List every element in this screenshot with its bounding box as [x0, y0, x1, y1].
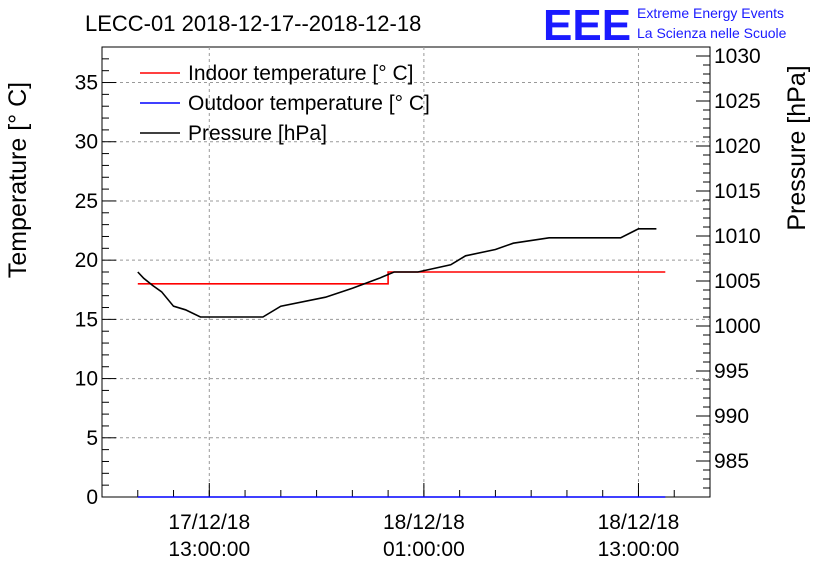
y-axis-title: Temperature [° C] — [4, 82, 32, 278]
y-tick-label: 35 — [75, 72, 98, 95]
x-tick-time-label: 13:00:00 — [168, 538, 250, 561]
logo-line-2: La Scienza nelle Scuole — [637, 25, 787, 41]
logo-mark: EEE — [543, 1, 631, 50]
chart-title: LECC-01 2018-12-17--2018-12-18 — [85, 11, 421, 36]
y2-tick-label: 990 — [714, 405, 749, 428]
series-line — [137, 228, 657, 318]
series-line — [137, 271, 666, 285]
x-tick-date-label: 17/12/18 — [168, 511, 250, 534]
y-tick-label: 30 — [75, 131, 98, 154]
y2-tick-label: 1005 — [714, 270, 761, 293]
x-tick-date-label: 18/12/18 — [383, 511, 465, 534]
y2-tick-label: 1030 — [714, 45, 761, 68]
y2-tick-label: 1015 — [714, 180, 761, 203]
series-group — [137, 228, 666, 498]
x-tick-date-label: 18/12/18 — [598, 511, 680, 534]
y2-axis-title: Pressure [hPa] — [783, 65, 811, 230]
y2-tick-label: 1025 — [714, 90, 761, 113]
logo-line-1: Extreme Energy Events — [637, 5, 784, 21]
legend-label: Outdoor temperature [° C] — [188, 92, 430, 115]
y-tick-label: 15 — [75, 308, 98, 331]
x-tick-time-label: 13:00:00 — [598, 538, 680, 561]
y-tick-label: 10 — [75, 368, 98, 391]
legend-label: Pressure [hPa] — [188, 122, 327, 145]
y-tick-label: 5 — [86, 427, 98, 450]
y-tick-label: 20 — [75, 249, 98, 272]
x-tick-time-label: 01:00:00 — [383, 538, 465, 561]
eee-logo: EEE Extreme Energy Events La Scienza nel… — [543, 1, 787, 50]
legend: Indoor temperature [° C] Outdoor temperat… — [140, 62, 430, 145]
y2-tick-label: 1020 — [714, 135, 761, 158]
legend-label: Indoor temperature [° C] — [188, 62, 414, 85]
y-tick-label: 25 — [75, 190, 98, 213]
y-tick-label: 0 — [86, 486, 98, 509]
y2-tick-label: 995 — [714, 360, 749, 383]
y2-tick-label: 1010 — [714, 225, 761, 248]
y2-tick-label: 985 — [714, 450, 749, 473]
y2-tick-label: 1000 — [714, 315, 761, 338]
axes: 0510152025303598599099510001005101010151… — [75, 45, 761, 561]
